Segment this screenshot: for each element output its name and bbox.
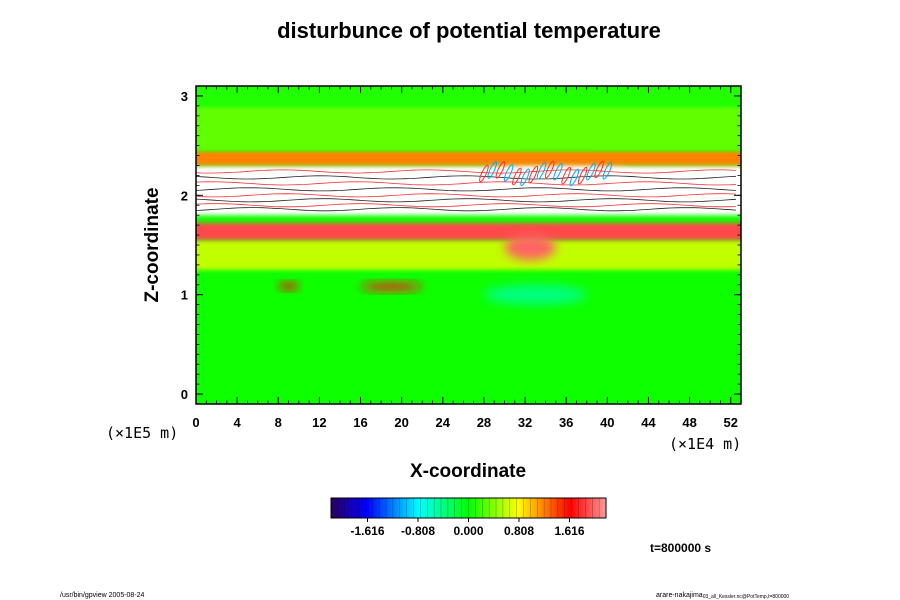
wave-contour — [594, 160, 604, 179]
footer-right-main: arare-nakajima — [656, 592, 703, 599]
wave-contour — [503, 164, 514, 182]
y-tick-label: 3 — [181, 89, 188, 104]
x-tick-label: 4 — [234, 415, 242, 430]
wave-contour — [544, 160, 555, 179]
field-region — [196, 86, 741, 106]
wave-contour — [495, 161, 506, 179]
wave-contour — [528, 165, 539, 184]
colorbar-tick-label: 0.808 — [504, 524, 534, 538]
y-tick-label: 2 — [181, 188, 188, 203]
x-axis: 0 4 8 12 16 20 24 28 32 36 40 44 48 52 — [192, 86, 738, 430]
wave-contour — [512, 167, 522, 186]
contour-line — [196, 175, 737, 180]
field-region — [196, 240, 741, 270]
x-tick-label: 24 — [436, 415, 451, 430]
x-tick-label: 36 — [559, 415, 573, 430]
field-region — [196, 223, 741, 241]
y-tick-label: 1 — [181, 288, 188, 303]
x-tick-label: 52 — [723, 415, 737, 430]
wave-contour — [569, 168, 580, 187]
field-region — [196, 274, 741, 400]
wave-contour — [520, 168, 530, 186]
colorbar-ticks: -1.616 -0.808 0.000 0.808 1.616 — [337, 498, 600, 538]
y-axis-label: Z-coordinate — [142, 187, 163, 302]
contour-line — [196, 193, 737, 198]
footer-right: arare-nakajima03_all_Kessler.nc@PotTemp,… — [656, 592, 789, 600]
footer-left: /usr/bin/gpview 2005-08-24 — [60, 592, 145, 599]
x-tick-label: 28 — [477, 415, 491, 430]
contour-line — [196, 198, 737, 203]
field-region — [196, 165, 741, 216]
heatmap-field — [196, 86, 741, 404]
field-region — [360, 282, 423, 291]
wave-contour — [602, 162, 613, 180]
colorbar-tick-label: 1.616 — [554, 524, 584, 538]
wave-contour — [577, 166, 588, 185]
footer-right-sub: 03_all_Kessler.nc@PotTemp,t=800000 — [703, 594, 790, 600]
y-tick-label: 0 — [181, 387, 188, 402]
contour-line — [196, 187, 737, 192]
field-region — [196, 150, 741, 166]
contour-line — [196, 181, 737, 186]
x-tick-label: 40 — [600, 415, 614, 430]
x-tick-label: 48 — [682, 415, 696, 430]
x-tick-label: 44 — [641, 415, 656, 430]
field-region — [483, 284, 587, 305]
field-region — [196, 105, 741, 151]
x-tick-label: 32 — [518, 415, 532, 430]
time-label: t=800000 s — [650, 541, 711, 555]
x-tick-label: 8 — [275, 415, 282, 430]
field-region — [504, 235, 556, 260]
wave-contour — [553, 163, 563, 181]
contour-line — [196, 203, 737, 208]
wave-contour — [479, 164, 489, 183]
colorbar-tick-label: 0.000 — [453, 524, 483, 538]
colorbar-tick-label: -0.808 — [401, 524, 435, 538]
wave-contour — [536, 162, 547, 180]
y-axis: 0 1 2 3 — [181, 89, 741, 402]
y-scale-label: (×1E5 m) — [106, 424, 178, 442]
wave-contour — [561, 166, 571, 185]
x-axis-label: X-coordinate — [410, 461, 526, 482]
contour-line — [196, 169, 737, 174]
chart-title: disturbunce of potential temperature — [277, 18, 661, 43]
wave-contour — [487, 161, 497, 179]
field-region — [483, 160, 628, 186]
x-scale-label: (×1E4 m) — [669, 435, 741, 453]
contour-line — [196, 207, 737, 212]
x-tick-label: 12 — [312, 415, 326, 430]
colorbar-tick-label: -1.616 — [350, 524, 384, 538]
field-region — [278, 282, 299, 290]
x-tick-label: 16 — [353, 415, 367, 430]
wave-contour — [586, 163, 596, 181]
x-tick-label: 0 — [192, 415, 199, 430]
x-tick-label: 20 — [394, 415, 408, 430]
